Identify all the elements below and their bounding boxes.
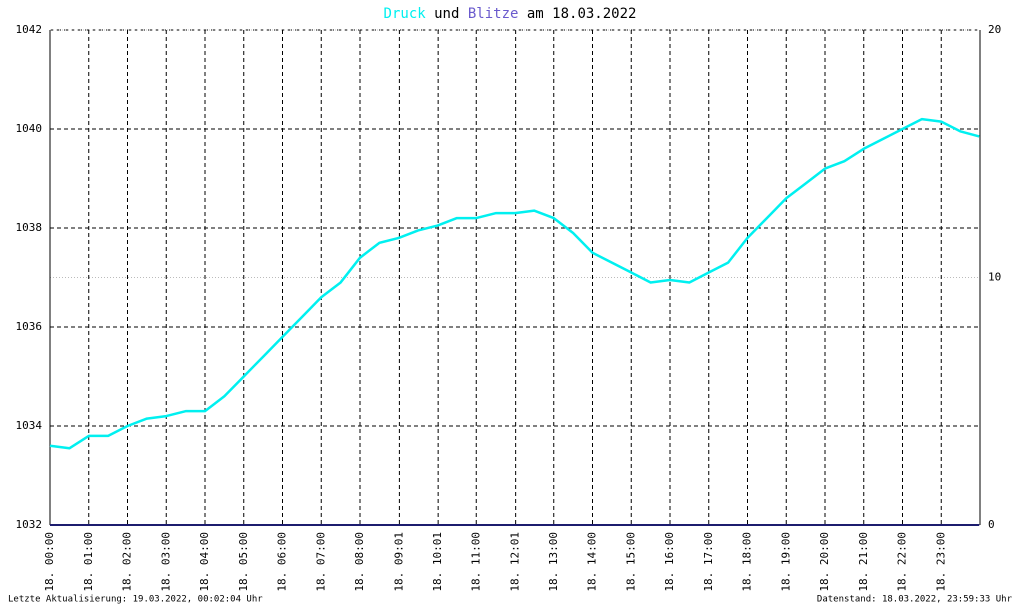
x-tick-label: 18. 15:00 xyxy=(624,532,637,592)
y2-tick-label: 20 xyxy=(988,23,1001,36)
x-tick-label: 18. 03:00 xyxy=(159,532,172,592)
title-suffix: am 18.03.2022 xyxy=(527,6,637,22)
y-tick-label: 1038 xyxy=(16,221,43,234)
footer-right: Datenstand: 18.03.2022, 23:59:33 Uhr xyxy=(817,595,1013,605)
x-tick-label: 18. 11:00 xyxy=(469,532,482,592)
series-line xyxy=(49,117,980,450)
x-tick-label: 18. 05:00 xyxy=(237,532,250,592)
x-tick-label: 18. 10:01 xyxy=(431,532,444,592)
y2-tick-label: 10 xyxy=(988,271,1001,284)
y-tick-label: 1032 xyxy=(16,518,43,531)
x-tick-label: 18. 16:00 xyxy=(663,532,676,592)
y-tick-label: 1042 xyxy=(16,23,43,36)
y2-tick-label: 0 xyxy=(988,518,995,531)
x-tick-label: 18. 19:00 xyxy=(779,532,792,592)
title-series-name: Druck xyxy=(384,6,427,22)
x-tick-label: 18. 06:00 xyxy=(276,532,289,592)
title-join: und xyxy=(434,6,459,22)
x-tick-label: 18. 01:00 xyxy=(82,532,95,592)
x-tick-label: 18. 13:00 xyxy=(547,532,560,592)
x-tick-label: 18. 18:00 xyxy=(741,532,754,592)
x-tick-label: 18. 12:01 xyxy=(509,532,522,592)
chart-title: Druck und Blitze am 18.03.2022 xyxy=(384,6,637,22)
y-tick-label: 1034 xyxy=(16,419,43,432)
x-tick-label: 18. 14:00 xyxy=(586,532,599,592)
footer-left: Letzte Aktualisierung: 19.03.2022, 00:02… xyxy=(8,595,263,605)
x-tick-label: 18. 20:00 xyxy=(818,532,831,592)
x-tick-label: 18. 22:00 xyxy=(896,532,909,592)
y-tick-label: 1036 xyxy=(16,320,43,333)
y-tick-label: 1040 xyxy=(16,122,43,135)
x-tick-label: 18. 08:00 xyxy=(353,532,366,592)
x-tick-label: 18. 21:00 xyxy=(857,532,870,592)
x-tick-label: 18. 04:00 xyxy=(198,532,211,592)
x-tick-label: 18. 09:01 xyxy=(392,532,405,592)
x-tick-label: 18. 23:00 xyxy=(934,532,947,592)
x-tick-label: 18. 17:00 xyxy=(702,532,715,592)
x-tick-label: 18. 00:00 xyxy=(43,532,56,592)
x-tick-label: 18. 02:00 xyxy=(121,532,134,592)
x-tick-label: 18. 07:00 xyxy=(314,532,327,592)
title-series-name: Blitze xyxy=(468,6,519,22)
